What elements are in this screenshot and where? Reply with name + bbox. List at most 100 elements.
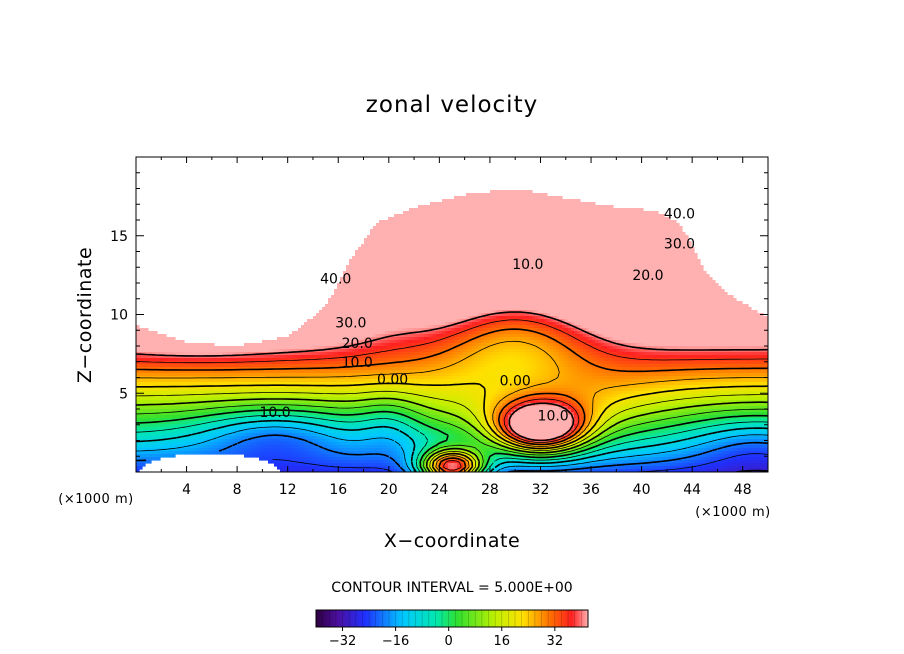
field-cell [673, 286, 677, 290]
field-cell [421, 214, 425, 218]
field-cell [454, 256, 458, 260]
field-cell [640, 262, 644, 266]
field-cell [541, 271, 545, 275]
field-cell [673, 226, 677, 230]
field-cell [403, 223, 407, 227]
field-cell [526, 283, 530, 287]
field-cell [451, 259, 455, 263]
field-cell [514, 262, 518, 266]
field-cell [448, 223, 452, 227]
field-cell [595, 253, 599, 257]
field-cell [418, 211, 422, 215]
field-cell [685, 286, 689, 290]
field-cell [397, 250, 401, 254]
field-cell [538, 247, 542, 251]
field-cell [472, 214, 476, 218]
field-cell [622, 238, 626, 242]
field-cell [487, 256, 491, 260]
field-cell [562, 241, 566, 245]
field-cell [643, 232, 647, 236]
field-cell [535, 274, 539, 278]
field-cell [400, 214, 404, 218]
field-cell [553, 220, 557, 224]
field-cell [526, 235, 530, 239]
field-cell [526, 238, 530, 242]
field-cell [499, 205, 503, 209]
field-cell [469, 256, 473, 260]
field-cell [703, 274, 707, 278]
field-cell [361, 250, 365, 254]
field-cell [604, 211, 608, 215]
field-cell [457, 238, 461, 242]
field-cell [490, 235, 494, 239]
field-cell [400, 232, 404, 236]
field-cell [508, 253, 512, 257]
field-cell [670, 271, 674, 275]
field-cell [670, 262, 674, 266]
field-cell [373, 271, 377, 275]
field-cell [646, 271, 650, 275]
field-cell [547, 271, 551, 275]
field-cell [634, 262, 638, 266]
field-cell [481, 253, 485, 257]
field-cell [373, 283, 377, 287]
field-cell [367, 256, 371, 260]
field-cell [454, 265, 458, 269]
field-cell [586, 244, 590, 248]
field-cell [583, 286, 587, 290]
field-cell [493, 271, 497, 275]
field-cell [415, 259, 419, 263]
field-cell [643, 256, 647, 260]
field-cell [406, 268, 410, 272]
field-cell [655, 244, 659, 248]
field-cell [553, 265, 557, 269]
field-cell [628, 259, 632, 263]
field-cell [433, 211, 437, 215]
field-cell [409, 247, 413, 251]
field-cell [394, 235, 398, 239]
field-cell [697, 274, 701, 278]
field-cell [454, 289, 458, 293]
field-cell [520, 196, 524, 200]
field-cell [589, 268, 593, 272]
field-cell [583, 283, 587, 287]
field-cell [403, 220, 407, 224]
field-cell [352, 271, 356, 275]
field-cell [388, 286, 392, 290]
field-cell [658, 274, 662, 278]
field-cell [349, 277, 353, 281]
field-cell [460, 265, 464, 269]
field-cell [610, 226, 614, 230]
field-cell [487, 205, 491, 209]
field-cell [550, 247, 554, 251]
field-cell [646, 268, 650, 272]
field-cell [445, 235, 449, 239]
field-cell [343, 283, 347, 287]
field-cell [508, 259, 512, 263]
field-cell [661, 220, 665, 224]
field-cell [403, 226, 407, 230]
field-cell [589, 265, 593, 269]
field-cell [532, 238, 536, 242]
field-cell [388, 226, 392, 230]
field-cell [508, 217, 512, 221]
field-cell [433, 253, 437, 257]
field-cell [424, 286, 428, 290]
field-cell [394, 268, 398, 272]
field-cell [670, 232, 674, 236]
field-cell [553, 238, 557, 242]
field-cell [583, 262, 587, 266]
field-cell [604, 214, 608, 218]
field-cell [364, 283, 368, 287]
field-cell [619, 283, 623, 287]
field-cell [652, 262, 656, 266]
field-cell [646, 235, 650, 239]
field-cell [415, 235, 419, 239]
field-cell [427, 232, 431, 236]
field-cell [637, 208, 641, 212]
field-cell [676, 268, 680, 272]
field-cell [466, 223, 470, 227]
field-cell [544, 226, 548, 230]
field-cell [445, 262, 449, 266]
field-cell [583, 244, 587, 248]
